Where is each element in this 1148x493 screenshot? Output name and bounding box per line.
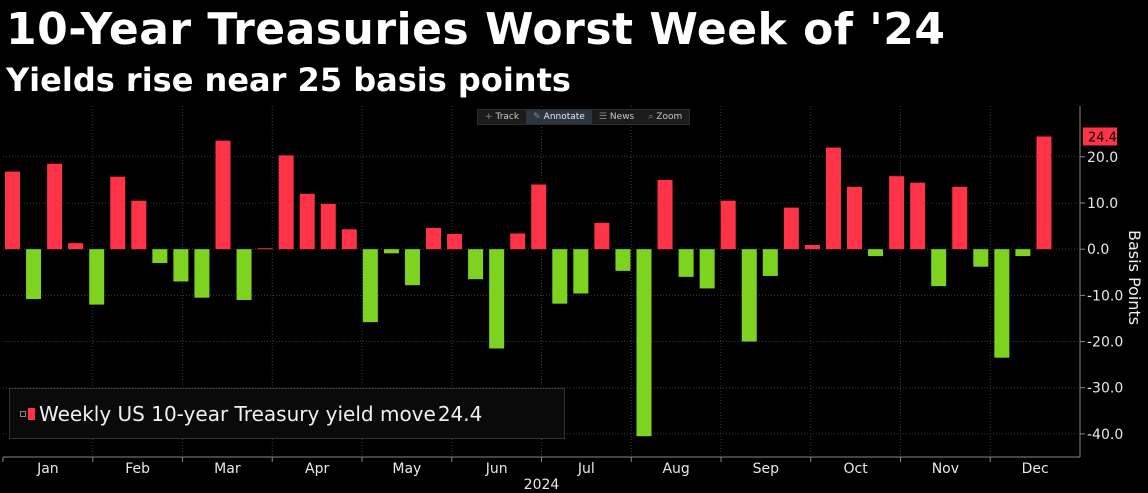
x-tick-label: May — [392, 461, 421, 477]
bar — [89, 249, 105, 305]
bar — [994, 249, 1010, 358]
bar — [678, 249, 694, 277]
bar — [194, 249, 210, 298]
last-value-flag — [1083, 127, 1117, 146]
bar — [615, 249, 631, 271]
y-axis-title-wrap: Basis Points — [1125, 230, 1146, 360]
bar — [825, 147, 841, 250]
bar — [1036, 136, 1052, 250]
bar — [489, 249, 505, 349]
x-tick-label: Jan — [36, 461, 59, 477]
bar — [299, 193, 315, 250]
bar — [236, 249, 252, 300]
y-tick-label: -10.0 — [1087, 288, 1123, 304]
bar — [341, 229, 357, 250]
zoom-icon: ⌕ — [648, 112, 654, 122]
bar — [215, 140, 231, 250]
bar — [931, 249, 947, 287]
bar — [804, 245, 820, 250]
y-tick-label: 10.0 — [1087, 196, 1118, 212]
bar — [636, 249, 652, 437]
bar — [26, 249, 42, 300]
bar — [973, 249, 989, 267]
chart-legend[interactable]: Weekly US 10-year Treasury yield move 24… — [9, 388, 565, 439]
annotate-button[interactable]: ✎ Annotate — [526, 110, 592, 124]
annotate-label: Annotate — [543, 112, 585, 122]
chart-toolbar: + Track ✎ Annotate ☰ News ⌕ Zoom — [477, 109, 691, 125]
bar — [762, 249, 778, 276]
legend-value: 24.4 — [437, 401, 483, 426]
x-tick-label: Jul — [577, 461, 595, 477]
bar — [699, 249, 715, 289]
legend-toggle-icon[interactable] — [20, 410, 26, 417]
bar — [847, 186, 862, 250]
chart-title: 10-Year Treasuries Worst Week of '24 — [6, 4, 946, 55]
x-tick-label: Dec — [1022, 461, 1049, 477]
bar — [783, 207, 799, 250]
bar — [552, 249, 568, 304]
bar — [110, 176, 126, 250]
news-icon: ☰ — [598, 112, 607, 122]
bar — [383, 249, 399, 254]
news-label: News — [609, 112, 635, 122]
bar — [131, 200, 147, 250]
pencil-icon: ✎ — [533, 112, 541, 122]
x-tick-label: Nov — [932, 461, 959, 477]
zoom-button[interactable]: ⌕ Zoom — [641, 110, 689, 124]
bar — [47, 163, 63, 250]
bar — [531, 184, 547, 250]
bar — [68, 243, 84, 250]
bar — [257, 248, 273, 250]
news-button[interactable]: ☰ News — [592, 110, 641, 124]
bar — [952, 186, 968, 250]
zoom-label: Zoom — [656, 112, 683, 122]
bar — [173, 249, 189, 282]
y-tick-label: 0.0 — [1087, 242, 1109, 258]
bar — [447, 233, 463, 250]
y-axis-title: Basis Points — [1125, 230, 1144, 326]
bar — [720, 200, 736, 250]
track-button[interactable]: + Track — [478, 110, 526, 124]
y-tick-label: -20.0 — [1087, 335, 1123, 351]
bar — [868, 249, 884, 257]
bar — [468, 249, 484, 280]
chart-subtitle: Yields rise near 25 basis points — [6, 61, 571, 99]
x-tick-label: Aug — [662, 461, 689, 477]
bar — [1015, 249, 1031, 257]
bar — [594, 222, 610, 250]
bar — [657, 179, 673, 250]
bar — [510, 233, 526, 250]
x-tick-label: Feb — [125, 461, 150, 477]
legend-label: Weekly US 10-year Treasury yield move — [39, 401, 436, 426]
y-tick-label: -40.0 — [1087, 427, 1123, 443]
bar — [278, 155, 294, 250]
bar — [5, 171, 20, 250]
x-tick-label: Mar — [214, 461, 241, 477]
bar — [404, 249, 420, 286]
last-value-label: 24.4 — [1088, 130, 1117, 145]
y-tick-label: 20.0 — [1087, 150, 1118, 166]
x-tick-label: Oct — [844, 461, 869, 477]
bar — [910, 182, 926, 250]
bar — [152, 249, 168, 264]
crosshair-icon: + — [485, 112, 493, 122]
y-tick-label: -30.0 — [1087, 381, 1123, 397]
legend-swatch — [28, 407, 35, 420]
x-tick-label: Apr — [305, 461, 329, 477]
x-tick-label: Sep — [753, 461, 780, 477]
bar — [741, 249, 757, 342]
x-tick-label: Jun — [485, 461, 508, 477]
track-label: Track — [495, 112, 520, 122]
bar — [362, 249, 378, 323]
x-axis-title: 2024 — [524, 477, 560, 493]
bar — [573, 249, 589, 294]
bar — [889, 176, 905, 250]
bar — [426, 227, 441, 250]
bar — [320, 203, 336, 250]
